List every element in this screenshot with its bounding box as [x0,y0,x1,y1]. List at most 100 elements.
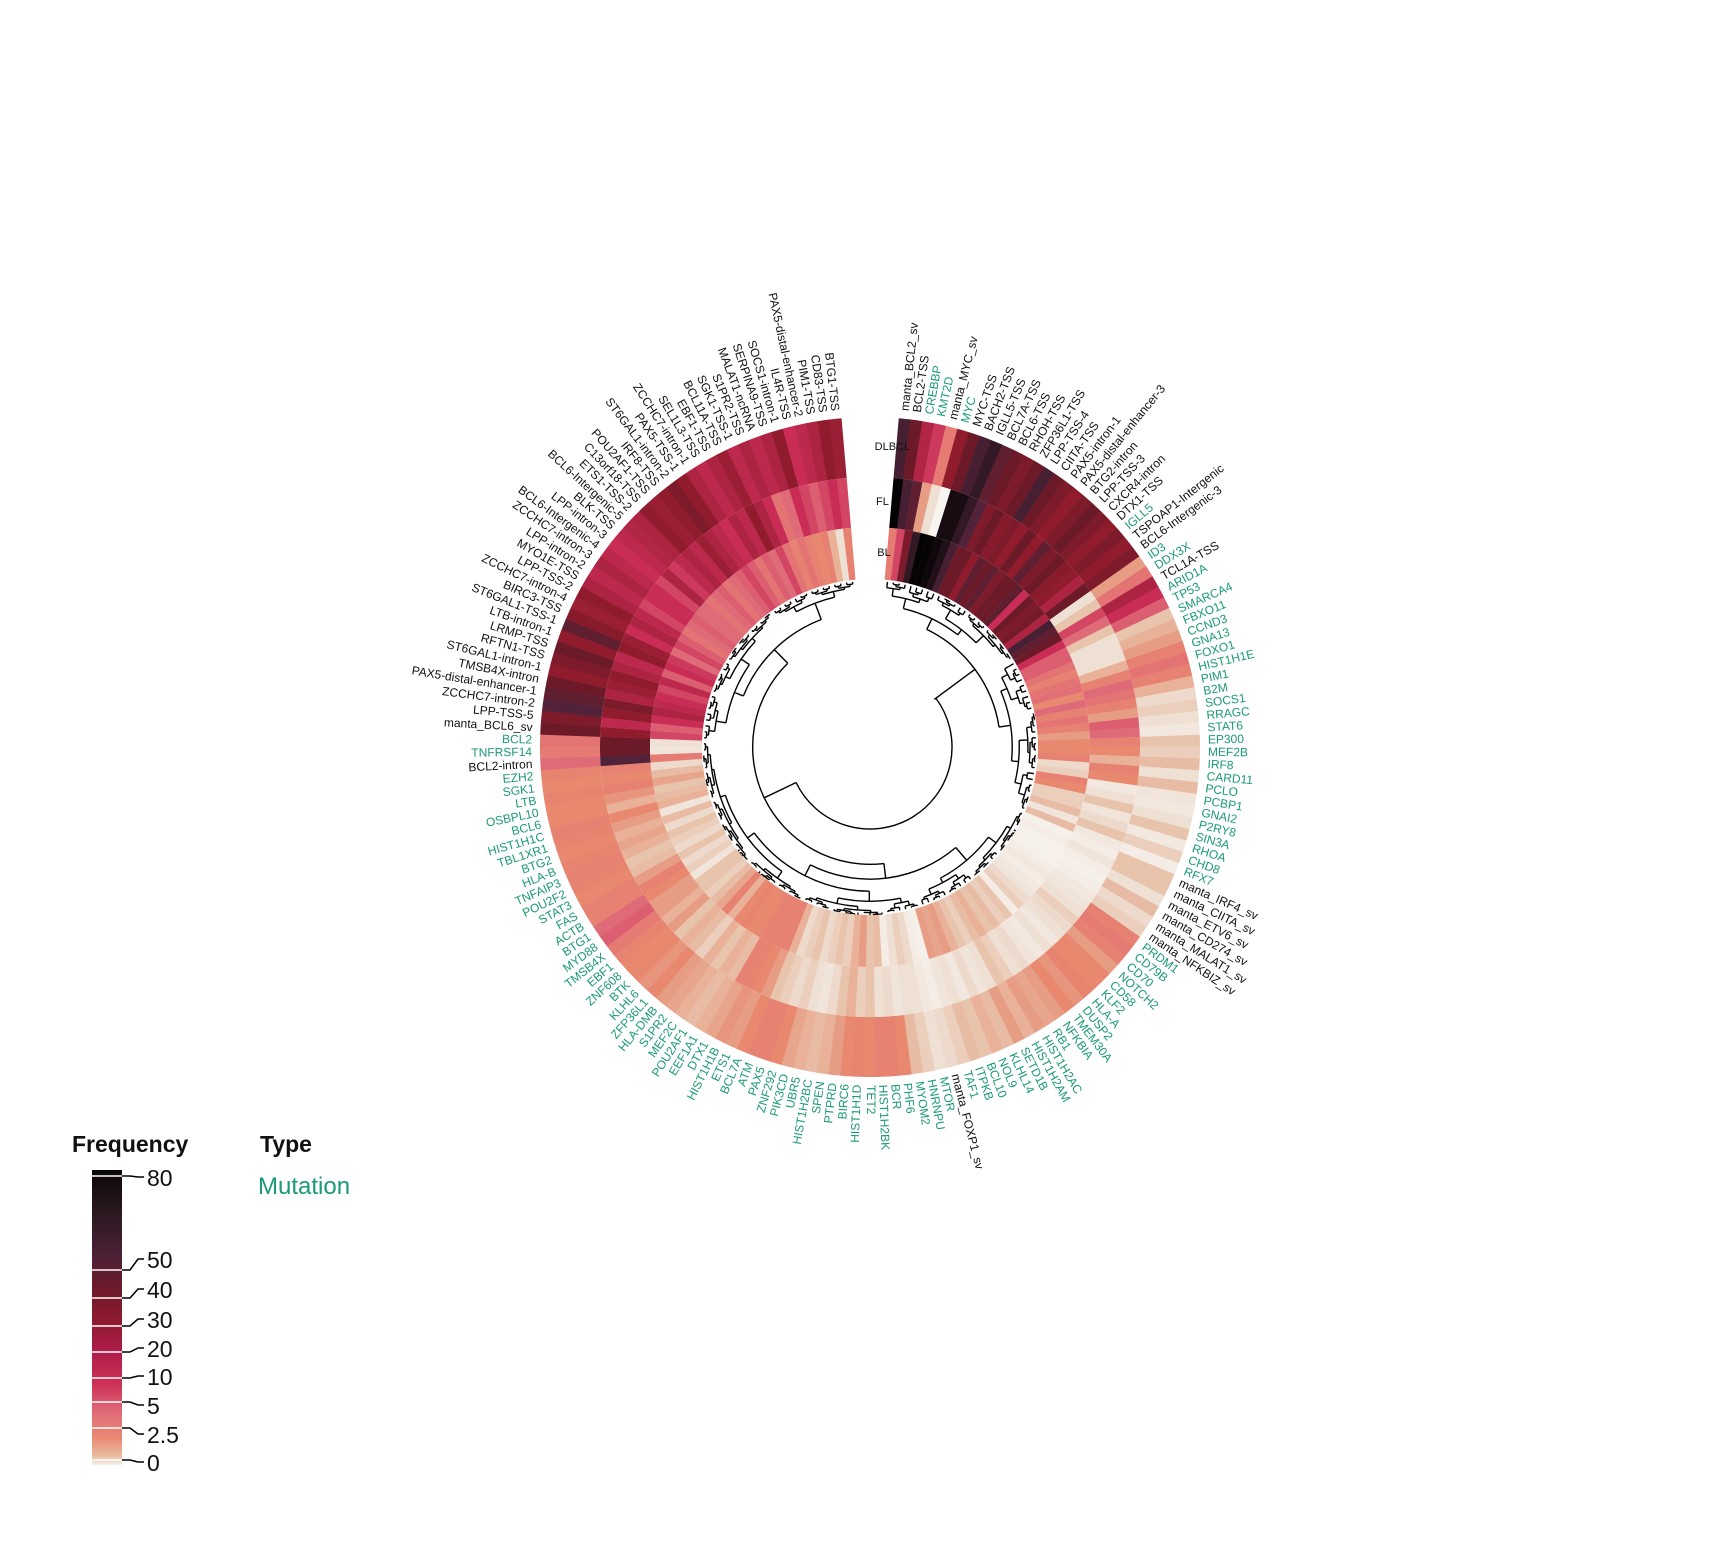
heatmap-cell-fl [1062,615,1111,648]
heatmap-cell-dlbcl [769,1004,798,1065]
heatmap-cell-fl [1078,809,1129,834]
heatmap-cell-dlbcl [665,958,711,1014]
heatmap-cell-fl [1082,679,1134,700]
heatmap-cell-fl [667,560,711,602]
heatmap-cell-dlbcl [666,480,712,535]
heatmap-cell-fl [827,479,844,530]
heatmap-cell-fl [889,965,905,1016]
heatmap-cell-dlbcl [1084,546,1140,592]
heatmap-cell-dlbcl [969,440,1003,500]
feature-label: LPP-TSS-5 [472,703,534,723]
heatmap-cell-fl [936,954,961,1005]
heatmap-cell-bl [664,806,716,832]
heatmap-cell-fl [617,641,668,669]
heatmap-cell-fl [817,480,836,532]
heatmap-cell-dlbcl [828,1014,846,1076]
heatmap-cell-fl [751,944,782,995]
heatmap-cell-fl [904,480,923,532]
heatmap-cell-bl [804,534,826,587]
heatmap-cell-bl [690,613,737,650]
heatmap-cell-fl [1088,717,1140,731]
heatmap-cell-dlbcl [547,804,609,830]
heatmap-cell-bl [653,699,707,717]
heatmap-cell-dlbcl [580,877,639,917]
heatmap-cell-dlbcl [894,1014,912,1076]
heatmap-cell-fl [972,508,1005,557]
heatmap-cell-dlbcl [550,813,612,841]
heatmap-cell-dlbcl [912,421,935,483]
heatmap-cell-fl [1029,560,1073,602]
heatmap-cell-bl [978,578,1019,623]
heatmap-cell-dlbcl [736,993,770,1054]
feature-label: EZH2 [502,769,534,786]
heatmap-cell-dlbcl [758,1001,789,1062]
heatmap-cell-dlbcl [587,565,645,608]
heatmap-cell-dlbcl [638,939,688,991]
heatmap-cell-bl [1024,806,1076,833]
heatmap-cell-fl [855,966,867,1017]
heatmap-cell-dlbcl [1119,842,1179,875]
heatmap-cell-bl [803,907,826,959]
heatmap-cell-dlbcl [932,1007,959,1069]
heatmap-cell-bl [1027,800,1079,825]
heatmap-cell-dlbcl [607,537,662,584]
heatmap-cell-fl [1086,698,1138,716]
heatmap-cell-dlbcl [593,556,650,600]
heatmap-cell-fl [617,824,668,852]
heatmap-cell-dlbcl [540,722,601,737]
heatmap-cell-fl [986,929,1022,976]
heatmap-cell-dlbcl [1128,652,1190,680]
feature-label: BCL2-intron [468,757,533,774]
heatmap-cell-dlbcl [540,756,601,771]
heatmap-cell-fl [950,495,979,546]
heatmap-cell-dlbcl [1078,537,1133,584]
heatmap-cell-fl [1005,534,1045,580]
heatmap-cell-bl [667,654,718,682]
heatmap-cell-dlbcl [1135,785,1197,807]
heatmap-cell-bl [1032,782,1085,802]
heatmap-cell-fl [694,914,734,959]
heatmap-cell-dlbcl [829,418,847,480]
heatmap-cell-fl [788,956,812,1008]
heatmap-cell-fl [1080,669,1132,692]
heatmap-cell-bl [914,534,937,587]
heatmap-cell-dlbcl [622,519,675,569]
heatmap-cell-bl [659,676,711,699]
heatmap-cell-bl [699,853,744,893]
heatmap-cell-fl [845,966,859,1017]
frequency-tick-label: 5 [147,1393,160,1419]
heatmap-cell-dlbcl [969,994,1004,1054]
heatmap-cell-bl [781,542,809,594]
heatmap-cell-bl [1035,770,1088,787]
heatmap-cell-fl [1049,866,1097,903]
heatmap-cell-bl [1029,676,1081,699]
heatmap-cell-fl [1075,651,1126,677]
heatmap-cell-fl [1089,754,1140,767]
heatmap-cell-fl [644,590,691,627]
heatmap-cell-fl [674,553,717,596]
heatmap-cell-dlbcl [1131,804,1193,830]
feature-label: HIST1H2BK [876,1084,892,1150]
heatmap-cell-bl [652,770,705,787]
heatmap-cell-fl [816,962,835,1014]
heatmap-cell-dlbcl [656,487,704,541]
heatmap-cell-dlbcl [1122,629,1183,661]
heatmap-cell-bl [673,639,724,671]
heatmap-cell-bl [1030,683,1083,705]
frequency-tick-label: 30 [147,1307,173,1333]
heatmap-cell-bl [987,589,1030,632]
heatmap-cell-dlbcl [725,989,761,1049]
heatmap-cell-fl [1066,839,1116,870]
feature-label: BTG1-TSS [822,352,842,412]
feature-label: STAT6 [1207,718,1244,734]
heatmap-cell-bl [884,527,898,581]
heatmap-cell-dlbcl [606,910,661,956]
heatmap-cell-bl [1031,788,1084,810]
heatmap-cell-fl [1035,886,1080,926]
heatmap-cell-dlbcl [639,502,689,554]
heatmap-cell-bl [959,885,994,934]
heatmap-cell-dlbcl [694,975,735,1033]
heatmap-cell-dlbcl [1028,480,1075,535]
feature-label: B2M [1202,680,1229,698]
